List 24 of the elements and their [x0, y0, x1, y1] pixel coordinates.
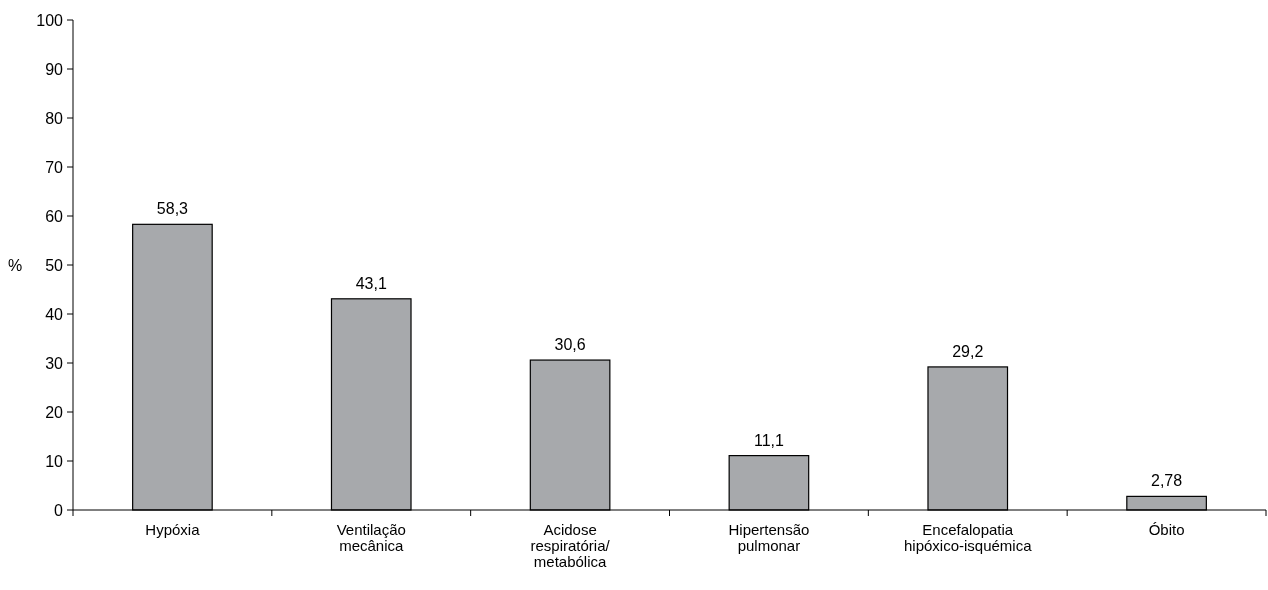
- data-label: 2,78: [1151, 472, 1183, 490]
- y-tick-label: 10: [45, 452, 64, 470]
- data-label: 30,6: [554, 336, 586, 354]
- data-label: 29,2: [952, 342, 984, 360]
- y-tick-label: 0: [54, 501, 64, 519]
- y-tick-label: 70: [45, 158, 64, 176]
- data-label: 43,1: [355, 274, 387, 292]
- x-tick-label: Acidose respiratória/ metabólica: [530, 521, 611, 570]
- x-tick-label: Hypóxia: [145, 521, 201, 538]
- data-label: 58,3: [156, 200, 189, 218]
- y-tick-label: 40: [45, 305, 64, 323]
- y-tick-label: 100: [36, 11, 64, 29]
- y-tick-label: 30: [45, 354, 64, 372]
- x-tick-label: Encefalopatia hipóxico-isquémica: [903, 521, 1033, 554]
- x-tick-label: Óbito: [1148, 521, 1185, 538]
- x-tick-label: Hipertensão pulmonar: [728, 521, 810, 554]
- y-tick-label: 50: [45, 256, 64, 274]
- y-tick-label: 90: [45, 60, 64, 78]
- y-axis-title: %: [7, 256, 23, 274]
- x-tick-label: Ventilação mecânica: [336, 521, 406, 554]
- y-tick-label: 80: [45, 109, 64, 127]
- y-tick-label: 60: [45, 207, 64, 225]
- data-label: 11,1: [753, 431, 784, 449]
- y-tick-label: 20: [45, 403, 64, 421]
